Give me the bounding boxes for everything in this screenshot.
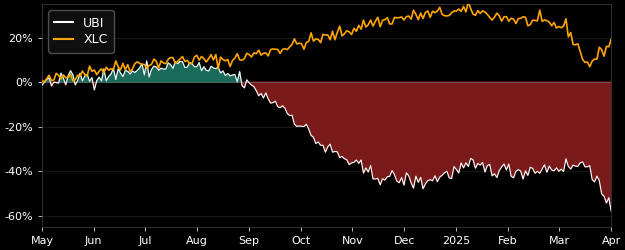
Legend: UBI, XLC: UBI, XLC (48, 10, 114, 53)
